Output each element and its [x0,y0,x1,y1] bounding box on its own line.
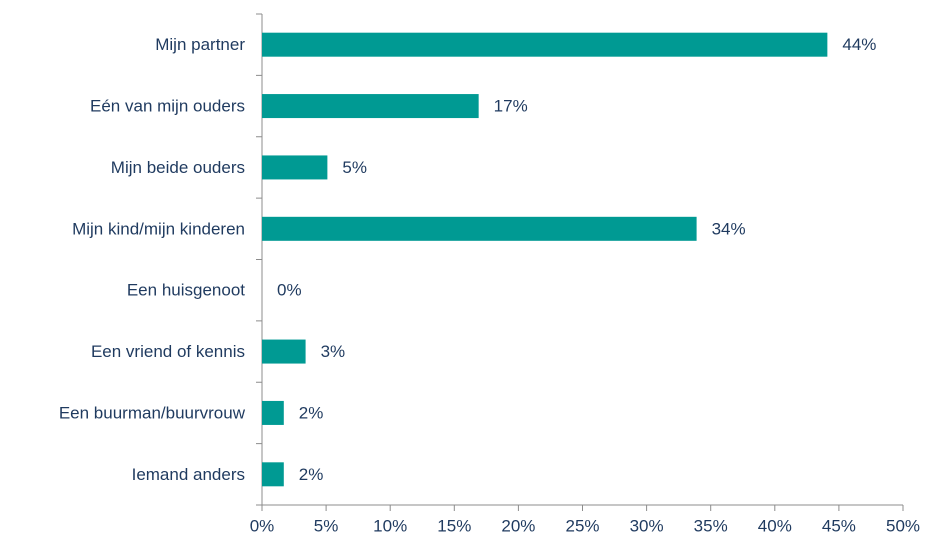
value-label: 3% [321,342,346,361]
value-label: 2% [299,465,324,484]
bar [262,216,697,241]
bar [262,339,306,364]
x-tick-label: 40% [758,516,792,535]
bar [262,462,284,487]
value-label: 17% [494,97,528,116]
category-label: Een huisgenoot [127,281,245,300]
value-label: 44% [842,35,876,54]
x-tick-label: 50% [886,516,920,535]
value-label: 0% [277,281,302,300]
category-label: Mijn kind/mijn kinderen [72,219,245,238]
bar [262,94,479,119]
x-tick-label: 15% [437,516,471,535]
category-label: Iemand anders [132,465,245,484]
value-label: 2% [299,403,324,422]
category-label: Een vriend of kennis [91,342,245,361]
category-label: Mijn beide ouders [111,158,245,177]
bar [262,155,328,180]
category-label: Mijn partner [155,35,245,54]
category-label: Een buurman/buurvrouw [59,403,246,422]
value-label: 5% [342,158,367,177]
x-tick-label: 0% [250,516,275,535]
x-tick-label: 5% [314,516,339,535]
category-label: Eén van mijn ouders [90,97,245,116]
value-label: 34% [712,219,746,238]
x-tick-label: 10% [373,516,407,535]
x-tick-label: 35% [694,516,728,535]
x-tick-label: 30% [630,516,664,535]
bar [262,32,828,57]
bar [262,400,284,425]
x-tick-label: 25% [565,516,599,535]
x-tick-label: 20% [501,516,535,535]
x-tick-label: 45% [822,516,856,535]
